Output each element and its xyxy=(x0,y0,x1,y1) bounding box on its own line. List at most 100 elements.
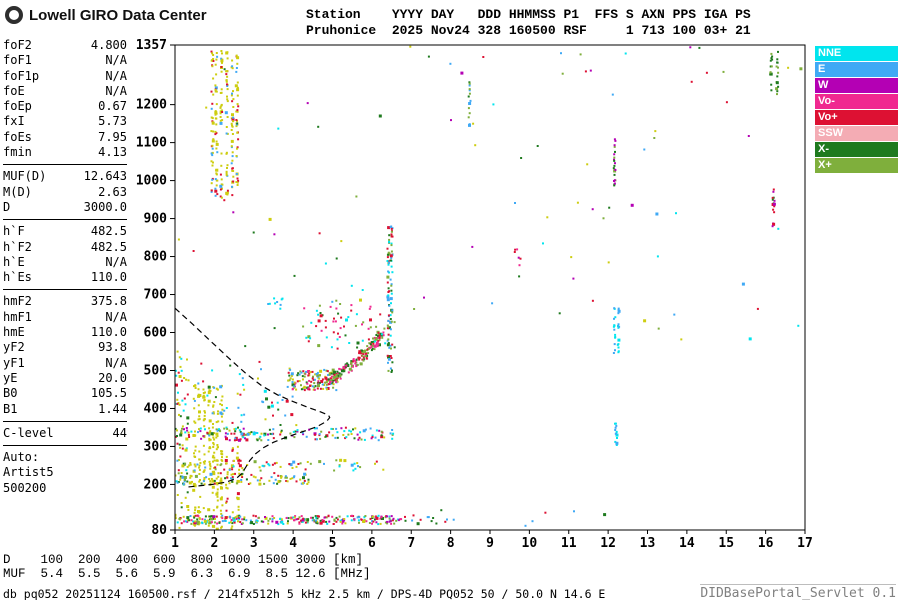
param-label: foEp xyxy=(3,99,32,114)
electron-density-profile xyxy=(175,307,331,488)
param-yF2: yF2 93.8 xyxy=(3,340,127,355)
param-value: 5.73 xyxy=(98,114,127,129)
param-label: foF1 xyxy=(3,53,32,68)
lowell-logo-text: Lowell GIRO Data Center xyxy=(29,6,207,24)
cluster-mid-left-sparse xyxy=(193,360,298,427)
distance-row: D 100 200 400 600 800 1000 1500 3000 [km… xyxy=(3,553,364,567)
x-tick-label: 10 xyxy=(522,536,538,551)
x-tick-label: 16 xyxy=(758,536,774,551)
param-value: 110.0 xyxy=(90,325,127,340)
cluster-col-16.2-mid xyxy=(771,188,776,228)
param-value: N/A xyxy=(105,83,127,98)
x-tick-label: 13 xyxy=(640,536,656,551)
param-divider xyxy=(3,420,127,422)
param-foF1p: foF1p N/A xyxy=(3,69,127,84)
param-MUF(D): MUF(D) 12.643 xyxy=(3,169,127,184)
lowell-giro-logo: Lowell GIRO Data Center xyxy=(5,6,207,24)
param-value: 12.643 xyxy=(83,169,127,184)
cluster-col-16.2-top xyxy=(769,50,780,96)
param-label: foF1p xyxy=(3,68,40,83)
param-h`E: h`E N/A xyxy=(3,255,127,270)
param-value: 2.63 xyxy=(98,184,127,199)
cluster-spot-9.7 xyxy=(513,248,522,267)
y-tick-label: 800 xyxy=(144,250,168,265)
param-C-level: C-level 44 xyxy=(3,426,127,441)
param-label: M(D) xyxy=(3,184,32,199)
param-value: 110.0 xyxy=(90,270,127,285)
cluster-band-330 xyxy=(176,426,395,442)
legend-item-E: E xyxy=(815,62,898,77)
param-divider xyxy=(3,219,127,221)
param-hmF2: hmF2 375.8 xyxy=(3,294,127,309)
param-label: foEs xyxy=(3,129,32,144)
param-value: N/A xyxy=(105,68,127,83)
param-label: hmF1 xyxy=(3,309,32,324)
param-value: N/A xyxy=(105,254,127,269)
legend-item-W: W xyxy=(815,78,898,93)
param-label: D xyxy=(3,199,11,214)
station-header-line2: Pruhonice 2025 Nov24 328 160500 RSF 1 71… xyxy=(306,23,751,38)
auto-info-line: Artist5 xyxy=(3,465,54,480)
y-tick-label: 1357 xyxy=(136,38,167,53)
param-foF1: foF1 N/A xyxy=(3,53,127,68)
muf-row: MUF 5.4 5.5 5.6 5.9 6.3 6.9 8.5 12.6 [MH… xyxy=(3,567,371,581)
param-value: N/A xyxy=(105,309,127,324)
cluster-es-band-ext xyxy=(404,515,455,526)
cluster-left-edge-noise xyxy=(175,350,190,529)
y-tick-label: 300 xyxy=(144,439,168,454)
x-tick-label: 2 xyxy=(210,536,218,551)
legend-item-SSW: SSW xyxy=(815,126,898,141)
param-label: yF2 xyxy=(3,340,25,355)
param-value: 375.8 xyxy=(90,294,127,309)
param-value: 0.67 xyxy=(98,99,127,114)
param-value: N/A xyxy=(105,53,127,68)
param-value: N/A xyxy=(105,355,127,370)
y-tick-label: 1200 xyxy=(136,98,167,113)
y-tick-label: 80 xyxy=(151,523,167,538)
param-fmin: fmin 4.13 xyxy=(3,145,127,160)
cluster-col-12.2-high xyxy=(612,138,617,187)
measurement-file-info: db pq052 20251124 160500.rsf / 214fx512h… xyxy=(3,587,606,600)
param-divider xyxy=(3,289,127,291)
param-value: 4.13 xyxy=(98,145,127,160)
cluster-col-8.5 xyxy=(467,81,472,127)
param-value: 93.8 xyxy=(98,340,127,355)
param-label: foE xyxy=(3,83,25,98)
param-label: B1 xyxy=(3,401,18,416)
x-tick-label: 8 xyxy=(447,536,455,551)
y-tick-label: 600 xyxy=(144,326,168,341)
param-value: 105.5 xyxy=(90,386,127,401)
y-tick-label: 700 xyxy=(144,288,168,303)
legend-item-Vo+: Vo+ xyxy=(815,110,898,125)
doppler-legend: NNE E W Vo- Vo+ SSW X- X+ xyxy=(815,46,898,174)
param-fxI: fxI 5.73 xyxy=(3,114,127,129)
param-M(D): M(D) 2.63 xyxy=(3,185,127,200)
cluster-sparse-high xyxy=(177,45,803,349)
legend-item-X+: X+ xyxy=(815,158,898,173)
servlet-version: DIDBasePortal_Servlet 0.1 xyxy=(700,584,896,600)
x-tick-label: 4 xyxy=(289,536,297,551)
param-hmF1: hmF1 N/A xyxy=(3,310,127,325)
station-header-line1: Station YYYY DAY DDD HHMMSS P1 FFS S AXN… xyxy=(306,7,751,22)
x-tick-label: 14 xyxy=(679,536,695,551)
param-value: 482.5 xyxy=(90,239,127,254)
param-D: D 3000.0 xyxy=(3,200,127,215)
cluster-sparse-bottom-right xyxy=(411,509,607,527)
x-tick-label: 9 xyxy=(486,536,494,551)
param-label: hmF2 xyxy=(3,294,32,309)
y-tick-label: 200 xyxy=(144,477,168,492)
cluster-es-band xyxy=(176,514,403,526)
cluster-spot-3.5-cyan xyxy=(267,297,284,310)
param-h`F2: h`F2 482.5 xyxy=(3,240,127,255)
x-tick-label: 11 xyxy=(561,536,577,551)
param-label: yE xyxy=(3,370,18,385)
cluster-es-hop2 xyxy=(176,472,310,486)
param-label: fmin xyxy=(3,145,32,160)
cluster-spread-f xyxy=(302,303,387,351)
param-label: foF2 xyxy=(3,38,32,52)
x-tick-label: 5 xyxy=(329,536,337,551)
x-axis: 1 2 3 4 5 6 7 8 9 10 11 12 13 14 15 16 17 xyxy=(171,530,813,551)
param-h`Es: h`Es 110.0 xyxy=(3,270,127,285)
cluster-yellow-cols-top xyxy=(210,50,240,199)
